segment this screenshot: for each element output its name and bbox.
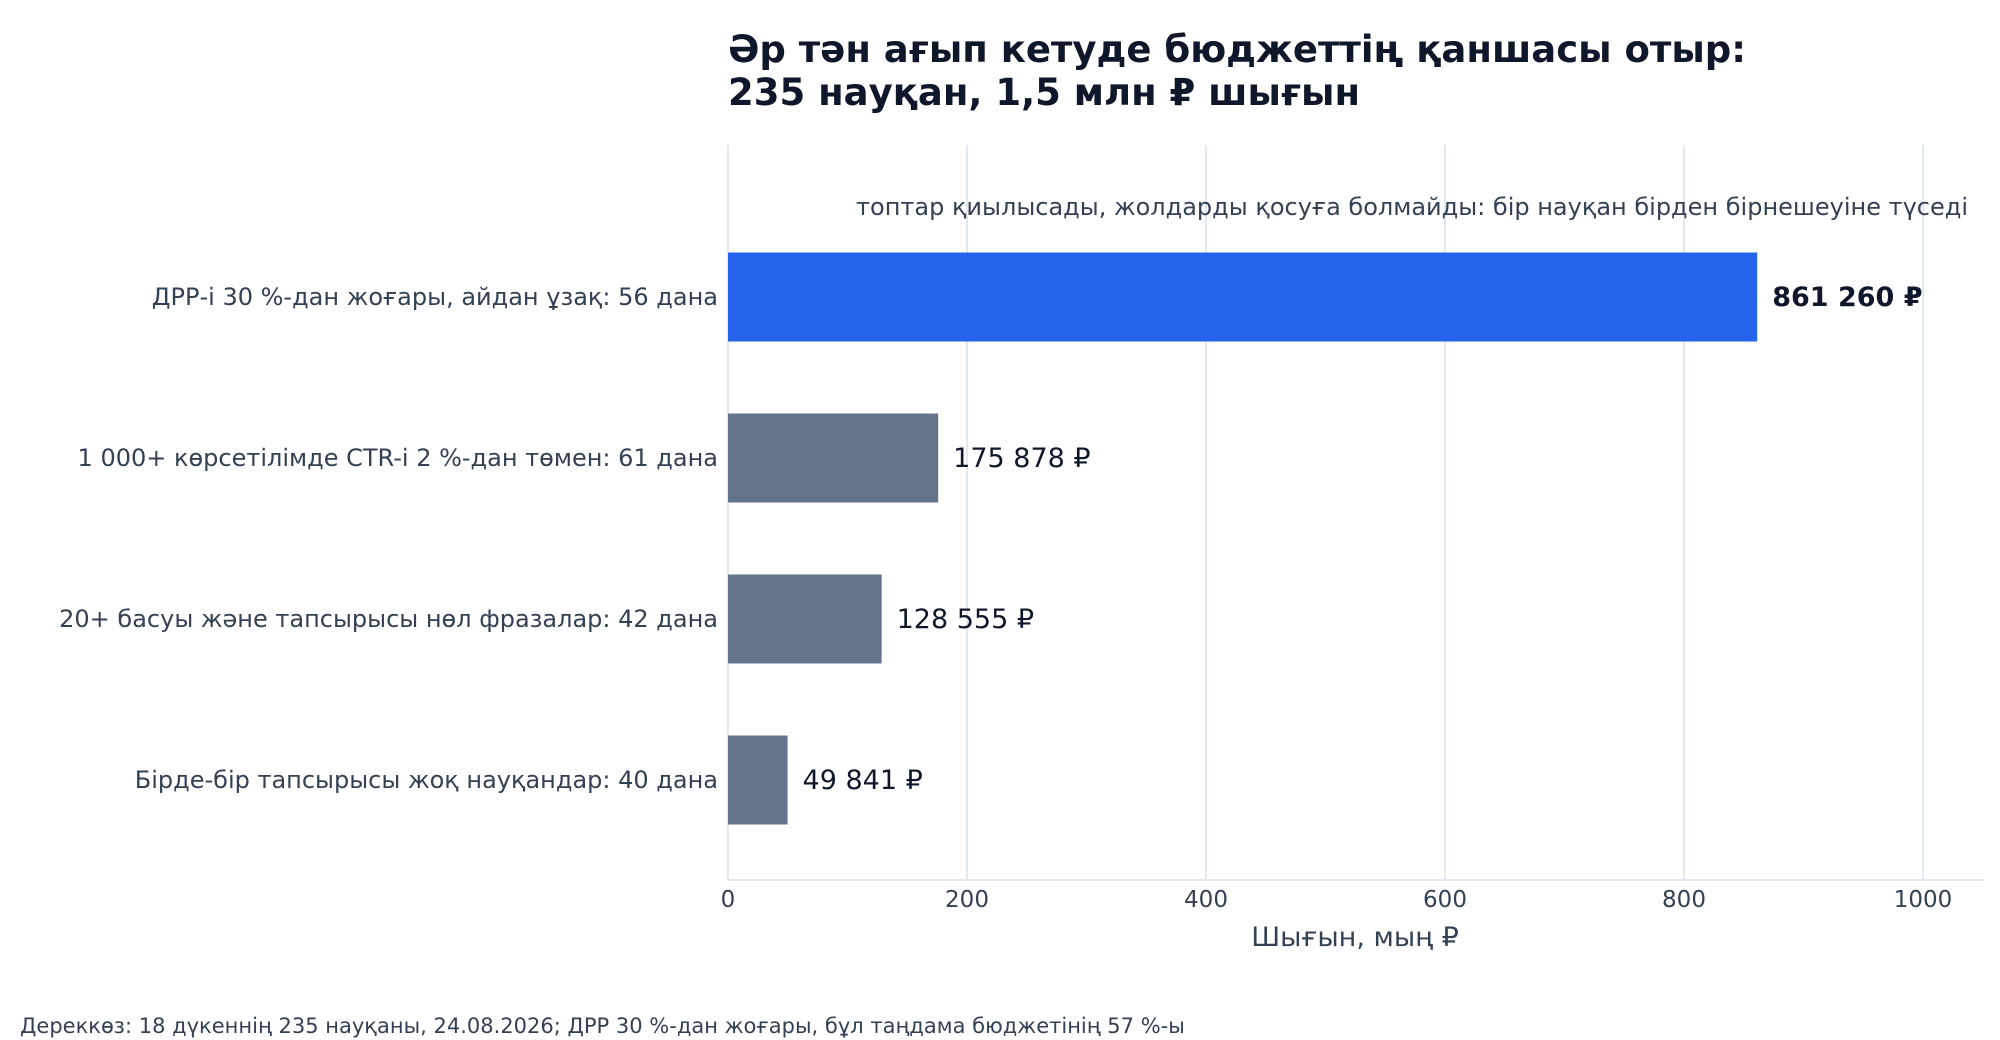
bars (728, 252, 1758, 825)
bar-value-label: 128 555 ₽ (897, 604, 1034, 635)
category-label: 20+ басуы және тапсырысы нөл фразалар: 4… (59, 605, 718, 633)
x-tick-label: 800 (1662, 887, 1706, 913)
bar-value-label: 49 841 ₽ (803, 765, 923, 796)
bar (728, 413, 939, 503)
bar (728, 252, 1758, 342)
chart-subtitle: 235 науқан, 1,5 млн ₽ шығын (728, 71, 1360, 114)
category-label: Бірде-бір тапсырысы жоқ науқандар: 40 да… (135, 766, 718, 794)
category-label: ДРР-і 30 %-дан жоғары, айдан ұзақ: 56 да… (152, 283, 718, 311)
chart-note: топтар қиылысады, жолдарды қосуға болмай… (856, 193, 1968, 221)
x-axis-ticks: 0 200 400 600 800 1000 (721, 887, 1953, 913)
bar-value-label: 861 260 ₽ (1772, 282, 1922, 313)
bar (728, 574, 882, 664)
category-label: 1 000+ көрсетілімде CTR-і 2 %-дан төмен:… (78, 444, 718, 472)
bar (728, 735, 788, 825)
x-tick-label: 600 (1423, 887, 1467, 913)
x-tick-label: 0 (721, 887, 736, 913)
chart-title: Әр тән ағып кетуде бюджеттің қаншасы оты… (728, 28, 1746, 71)
x-tick-label: 400 (1184, 887, 1228, 913)
bar-value-label: 175 878 ₽ (953, 443, 1090, 474)
x-axis-title: Шығын, мың ₽ (1251, 922, 1459, 953)
source-note: Дереккөз: 18 дүкеннің 235 науқаны, 24.08… (20, 1014, 1185, 1038)
labels: 861 260 ₽ ДРР-і 30 %-дан жоғары, айдан ұз… (59, 282, 1922, 796)
x-tick-label: 1000 (1894, 887, 1953, 913)
x-tick-label: 200 (945, 887, 989, 913)
